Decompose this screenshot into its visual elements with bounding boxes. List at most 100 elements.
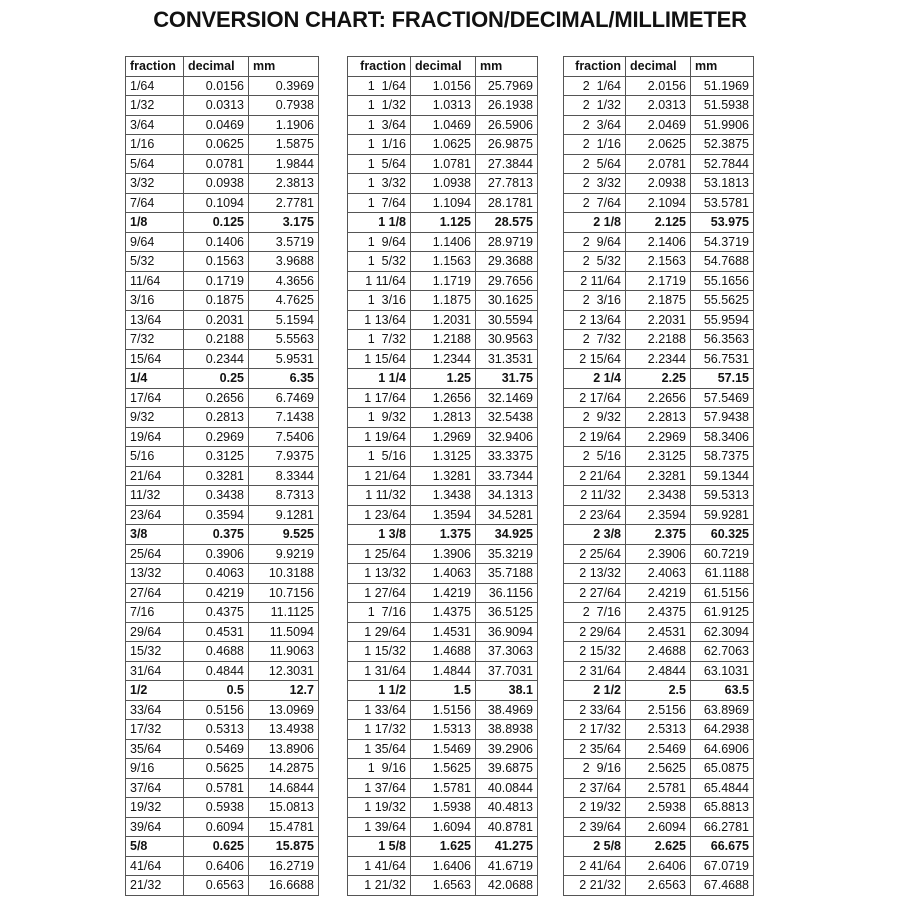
cell-decimal-group-3: 2.375	[625, 524, 691, 545]
cell-decimal-group-3: 2.4375	[625, 602, 691, 623]
cell-mm-group-1: 16.6688	[248, 875, 319, 896]
cell-fraction-group-1: 13/64	[125, 309, 184, 330]
cell-mm-group-2: 39.2906	[475, 738, 538, 759]
cell-mm-group-1: 11.9063	[248, 641, 319, 662]
cell-mm-group-3: 51.1969	[690, 75, 754, 96]
cell-fraction-group-2: 1 17/32	[347, 719, 411, 740]
spacer-cell	[318, 485, 348, 505]
cell-fraction-group-1: 5/64	[125, 153, 184, 174]
cell-mm-group-1: 9.1281	[248, 504, 319, 525]
cell-decimal-group-1: 0.4375	[183, 602, 249, 623]
spacer-cell	[318, 524, 348, 544]
spacer-cell	[537, 583, 564, 603]
spacer-cell	[537, 758, 564, 778]
cell-decimal-group-3: 2.3125	[625, 446, 691, 467]
cell-fraction-group-2: 1 1/8	[347, 212, 411, 233]
cell-fraction-group-3: 2 9/32	[563, 407, 626, 428]
cell-mm-group-3: 63.1031	[690, 660, 754, 681]
cell-mm-group-3: 57.5469	[690, 387, 754, 408]
cell-decimal-group-1: 0.0625	[183, 134, 249, 155]
cell-fraction-group-3: 2 29/64	[563, 621, 626, 642]
cell-mm-group-1: 1.5875	[248, 134, 319, 155]
spacer-cell	[318, 797, 348, 817]
table-row: 1/16 0.0625 1.5875 1 1/16 1.0625 26.9875 2 1/1…	[125, 134, 754, 155]
cell-decimal-group-3: 2.0156	[625, 75, 691, 96]
chart-title: CONVERSION CHART: FRACTION/DECIMAL/MILLI…	[153, 7, 747, 32]
cell-mm-group-2: 31.3531	[475, 348, 538, 369]
table-row: 5/64 0.0781 1.9844 1 5/64 1.0781 27.3844 2 5/6…	[125, 153, 754, 174]
spacer-cell	[537, 817, 564, 837]
table-row: 1/4 0.25 6.35 1 1/4 1.25 31.75 2 1/4 2.25 57.15	[125, 368, 754, 389]
spacer-cell	[537, 154, 564, 174]
spacer-cell	[537, 739, 564, 759]
cell-fraction-group-3: 2 5/16	[563, 446, 626, 467]
header-fraction-group-2: fraction	[347, 56, 411, 77]
cell-decimal-group-2: 1.6094	[410, 816, 476, 837]
cell-fraction-group-1: 1/32	[125, 95, 184, 116]
cell-decimal-group-3: 2.25	[625, 368, 691, 389]
spacer-cell	[537, 485, 564, 505]
cell-mm-group-1: 13.0969	[248, 699, 319, 720]
table-row: 3/8 0.375 9.525 1 3/8 1.375 34.925 2 3/8 2.375 6…	[125, 524, 754, 545]
cell-mm-group-2: 36.1156	[475, 582, 538, 603]
cell-fraction-group-1: 27/64	[125, 582, 184, 603]
cell-decimal-group-1: 0.0938	[183, 173, 249, 194]
spacer-cell	[537, 368, 564, 388]
spacer-cell	[318, 407, 348, 427]
spacer-cell	[318, 193, 348, 213]
cell-fraction-group-3: 2 21/64	[563, 465, 626, 486]
spacer-cell	[537, 680, 564, 700]
cell-decimal-group-2: 1.6406	[410, 855, 476, 876]
cell-mm-group-1: 14.2875	[248, 758, 319, 779]
cell-decimal-group-3: 2.2344	[625, 348, 691, 369]
cell-decimal-group-1: 0.3125	[183, 446, 249, 467]
cell-decimal-group-2: 1.25	[410, 368, 476, 389]
spacer-cell	[537, 310, 564, 330]
cell-decimal-group-2: 1.0625	[410, 134, 476, 155]
cell-mm-group-2: 33.7344	[475, 465, 538, 486]
cell-decimal-group-1: 0.1563	[183, 251, 249, 272]
cell-fraction-group-2: 1 9/32	[347, 407, 411, 428]
cell-decimal-group-1: 0.4063	[183, 563, 249, 584]
spacer-cell	[318, 310, 348, 330]
cell-decimal-group-2: 1.5313	[410, 719, 476, 740]
cell-decimal-group-1: 0.0469	[183, 114, 249, 135]
cell-mm-group-2: 40.8781	[475, 816, 538, 837]
spacer-cell	[318, 466, 348, 486]
cell-decimal-group-2: 1.5938	[410, 797, 476, 818]
cell-decimal-group-2: 1.3594	[410, 504, 476, 525]
cell-decimal-group-1: 0.4844	[183, 660, 249, 681]
cell-fraction-group-1: 15/64	[125, 348, 184, 369]
cell-fraction-group-3: 2 3/16	[563, 290, 626, 311]
cell-mm-group-2: 26.9875	[475, 134, 538, 155]
cell-fraction-group-1: 23/64	[125, 504, 184, 525]
cell-fraction-group-1: 17/64	[125, 387, 184, 408]
cell-decimal-group-1: 0.6563	[183, 875, 249, 896]
cell-mm-group-1: 1.1906	[248, 114, 319, 135]
cell-fraction-group-3: 2 41/64	[563, 855, 626, 876]
cell-mm-group-1: 9.525	[248, 524, 319, 545]
table-row: 1/64 0.0156 0.3969 1 1/64 1.0156 25.7969 2 1/6…	[125, 75, 754, 96]
cell-fraction-group-2: 1 3/32	[347, 173, 411, 194]
cell-mm-group-3: 63.8969	[690, 699, 754, 720]
conversion-table: fraction decimal mm fraction decimal mm fracti…	[125, 56, 754, 896]
cell-fraction-group-3: 2 1/32	[563, 95, 626, 116]
cell-fraction-group-1: 17/32	[125, 719, 184, 740]
spacer-cell	[537, 622, 564, 642]
cell-fraction-group-3: 2 17/32	[563, 719, 626, 740]
table-row: 17/32 0.5313 13.4938 1 17/32 1.5313 38.8938 2 …	[125, 719, 754, 740]
cell-fraction-group-3: 2 37/64	[563, 777, 626, 798]
cell-decimal-group-3: 2.6094	[625, 816, 691, 837]
cell-decimal-group-2: 1.1563	[410, 251, 476, 272]
cell-decimal-group-2: 1.4688	[410, 641, 476, 662]
table-row: 1/32 0.0313 0.7938 1 1/32 1.0313 26.1938 2 1/3…	[125, 95, 754, 116]
cell-decimal-group-1: 0.2344	[183, 348, 249, 369]
cell-mm-group-2: 34.925	[475, 524, 538, 545]
cell-mm-group-2: 26.5906	[475, 114, 538, 135]
cell-fraction-group-3: 2 3/8	[563, 524, 626, 545]
table-row: 31/64 0.4844 12.3031 1 31/64 1.4844 37.7031 2 …	[125, 660, 754, 681]
cell-fraction-group-2: 1 21/64	[347, 465, 411, 486]
cell-decimal-group-3: 2.0469	[625, 114, 691, 135]
spacer-cell	[537, 856, 564, 876]
cell-fraction-group-3: 2 1/16	[563, 134, 626, 155]
